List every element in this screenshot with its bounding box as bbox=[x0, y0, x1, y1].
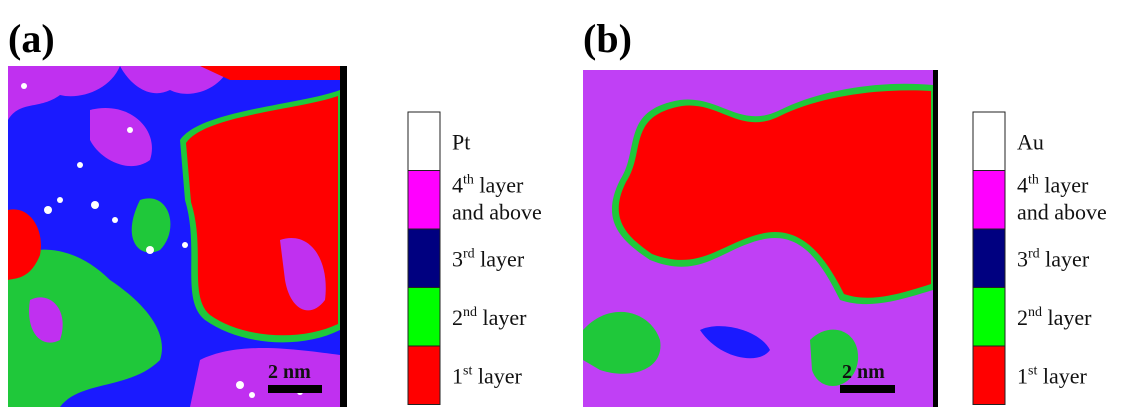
legend-label: 3rd layer bbox=[1017, 246, 1090, 271]
legend-num: 4 bbox=[1017, 173, 1028, 198]
legend-text: layer bbox=[474, 173, 524, 198]
legend-label-line2: and above bbox=[1017, 200, 1107, 225]
legend-swatch bbox=[972, 345, 1006, 405]
legend-text: Pt bbox=[452, 129, 470, 154]
legend-text: layer bbox=[475, 246, 525, 271]
legend-label: Au bbox=[1017, 129, 1044, 154]
legend-label-line2: and above bbox=[452, 200, 542, 225]
legend-sup: st bbox=[463, 363, 472, 378]
legend-label: 4th layer bbox=[452, 173, 524, 198]
legend-num: 4 bbox=[452, 173, 463, 198]
legend-num: 3 bbox=[452, 246, 463, 271]
legend-num: 3 bbox=[1017, 246, 1028, 271]
legend-sup: nd bbox=[463, 305, 477, 320]
legend-label: 1st layer bbox=[1017, 363, 1087, 388]
legend-label: Pt bbox=[452, 129, 470, 154]
map-b: 2 nm bbox=[583, 70, 938, 407]
legend-label: 3rd layer bbox=[452, 246, 525, 271]
legend-label: 2nd layer bbox=[1017, 305, 1092, 330]
scale-bar-label: 2 nm bbox=[268, 361, 311, 383]
legend-swatch bbox=[972, 287, 1006, 347]
legend-text: Au bbox=[1017, 129, 1044, 154]
legend-num: 1 bbox=[1017, 363, 1028, 388]
legend-swatch bbox=[972, 170, 1006, 230]
legend-text: layer bbox=[472, 363, 522, 388]
map-a: 2 nm bbox=[8, 66, 347, 407]
legend-text: layer bbox=[1040, 246, 1090, 271]
legend-sup: rd bbox=[1028, 246, 1040, 261]
legend-swatch bbox=[407, 111, 441, 171]
legend-swatch bbox=[407, 287, 441, 347]
legend-label: 4th layer bbox=[1017, 173, 1089, 198]
legend-num: 2 bbox=[452, 305, 463, 330]
panel-label: (a) bbox=[8, 16, 55, 61]
legend-sup: rd bbox=[463, 246, 475, 261]
legend-sup: nd bbox=[1028, 305, 1042, 320]
legend-text: layer bbox=[1042, 305, 1092, 330]
legend-swatch bbox=[407, 345, 441, 405]
legend-text: layer bbox=[1039, 173, 1089, 198]
legend-label: 2nd layer bbox=[452, 305, 527, 330]
legend-text: layer bbox=[1037, 363, 1087, 388]
legend-sup: th bbox=[1028, 173, 1039, 188]
scale-bar-label: 2 nm bbox=[842, 361, 885, 383]
legend-sup: st bbox=[1028, 363, 1037, 378]
legend-num: 2 bbox=[1017, 305, 1028, 330]
legend-swatch bbox=[407, 170, 441, 230]
panel-label: (b) bbox=[583, 16, 632, 61]
legend-label: 1st layer bbox=[452, 363, 522, 388]
legend-num: 1 bbox=[452, 363, 463, 388]
legend-swatch bbox=[972, 228, 1006, 288]
legend-swatch bbox=[407, 228, 441, 288]
legend-swatch bbox=[972, 111, 1006, 171]
legend-sup: th bbox=[463, 173, 474, 188]
legend-text: layer bbox=[477, 305, 527, 330]
